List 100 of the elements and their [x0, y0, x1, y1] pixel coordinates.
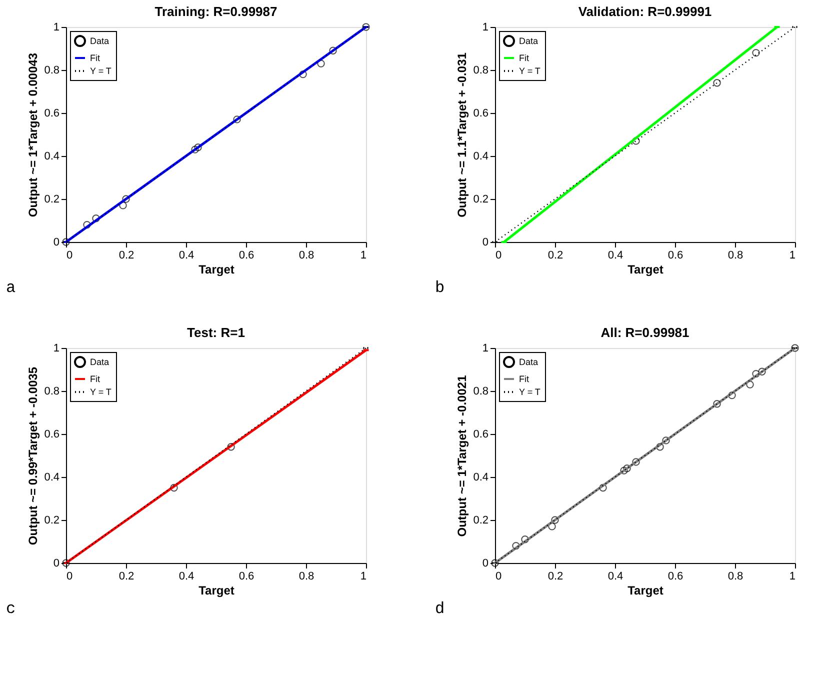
y-tick-label: 1 [53, 342, 60, 354]
point [623, 464, 631, 472]
point [299, 70, 307, 78]
x-tick-label: 0.6 [238, 570, 254, 582]
legend-label: Fit [519, 374, 530, 384]
legend-label: Fit [90, 374, 100, 384]
y-tick-label: 1 [53, 22, 60, 34]
point [119, 202, 127, 210]
y-tick-label: 0 [53, 236, 60, 248]
chart-title: Training: R=0.99987 [154, 4, 278, 19]
y-tick-label: 0.2 [473, 514, 488, 526]
point [521, 536, 529, 544]
x-tick-label: 1 [789, 570, 796, 582]
point [170, 484, 178, 492]
legend-label: Y = T [519, 387, 541, 397]
x-tick-label: 0.4 [178, 250, 194, 262]
legend-label: Data [90, 36, 110, 46]
x-tick-label: 0.2 [118, 250, 134, 262]
y-tick-label: 0.4 [44, 150, 60, 162]
x-tick-label: 0 [66, 570, 73, 582]
y-tick-label: 0.8 [44, 64, 60, 76]
x-tick-label: 0.4 [608, 250, 624, 262]
point [317, 60, 325, 68]
x-axis-title: Target [198, 262, 234, 276]
x-tick-label: 1 [789, 250, 796, 262]
text: d [435, 600, 445, 618]
y-axis-title: Output ~= 0.99*Target + -0.0035 [26, 366, 40, 546]
x-tick-label: 1 [360, 570, 366, 582]
legend-label: Data [90, 357, 110, 367]
point [329, 46, 337, 54]
y-tick-label: 0.6 [44, 108, 60, 120]
x-axis-title: Target [628, 584, 664, 598]
point [728, 391, 736, 400]
y-tick-label: 0 [482, 558, 488, 570]
point [191, 146, 199, 154]
legend-label: Y = T [519, 66, 541, 76]
point [83, 220, 91, 229]
x-tick-label: 0.2 [118, 570, 134, 582]
x-tick-label: 0.8 [728, 570, 744, 582]
x-tick-label: 0.4 [178, 570, 194, 582]
x-tick-label: 0.4 [608, 570, 624, 582]
legend-label: Y = T [90, 387, 112, 397]
x-tick-label: 0 [496, 250, 502, 262]
y-tick-label: 0.6 [44, 428, 60, 440]
x-tick-label: 0.6 [668, 570, 684, 582]
y-tick-label: 0.6 [473, 108, 488, 120]
chart-title: All: R=0.99981 [600, 325, 690, 340]
text: a [6, 279, 16, 297]
x-tick-label: 0.6 [238, 250, 254, 262]
y-axis-title: Output ~= 1*Target + 0.00043 [26, 52, 40, 218]
point [713, 400, 721, 408]
text: c [6, 600, 16, 618]
x-tick-label: 0 [66, 250, 73, 262]
point [662, 436, 670, 444]
y-tick-label: 0.2 [44, 194, 60, 206]
y-axis-title: Output ~= 1*Target + -0.0021 [455, 374, 470, 537]
point [92, 214, 100, 222]
legend-label: Data [519, 36, 538, 46]
x-tick-label: 0.2 [548, 250, 564, 262]
y-tick-label: 0.2 [473, 194, 488, 206]
y-axis-title: Output ~= 1.1*Target + -0.031 [455, 52, 470, 218]
point [620, 466, 628, 474]
y-tick-label: 0.4 [473, 472, 488, 484]
y-tick-label: 0.2 [44, 514, 60, 526]
x-tick-label: 1 [360, 250, 366, 262]
point [599, 484, 607, 492]
y-tick-label: 0 [53, 558, 60, 570]
point [713, 79, 721, 87]
point [512, 542, 520, 550]
point [632, 137, 640, 145]
x-tick-label: 0.8 [728, 250, 744, 262]
x-axis-title: Target [198, 584, 234, 598]
x-axis-title: Target [628, 262, 664, 276]
y-tick-label: 1 [482, 342, 488, 354]
point [227, 443, 235, 451]
point [122, 195, 130, 203]
y-tick-label: 0.8 [473, 386, 488, 398]
point [233, 116, 241, 124]
legend-label: Fit [519, 53, 530, 63]
point [548, 522, 556, 530]
x-tick-label: 0.8 [298, 570, 314, 582]
point [632, 458, 640, 466]
legend-label: Data [519, 357, 538, 367]
x-tick-label: 0.2 [548, 570, 564, 582]
chart-title: Validation: R=0.99991 [578, 4, 712, 19]
text: b [435, 279, 445, 297]
y-tick-label: 0.4 [473, 150, 488, 162]
point [194, 144, 202, 152]
point [752, 48, 760, 57]
point [656, 443, 664, 451]
point [758, 368, 766, 376]
x-tick-label: 0 [496, 570, 502, 582]
y-tick-label: 0.8 [44, 386, 60, 398]
y-tick-label: 0.8 [473, 64, 488, 76]
y-tick-label: 0 [482, 236, 488, 248]
y-tick-label: 0.6 [473, 428, 488, 440]
legend-label: Fit [90, 53, 100, 63]
point [752, 370, 760, 378]
chart-title: Test: R=1 [187, 325, 245, 340]
x-tick-label: 0.8 [298, 250, 314, 262]
